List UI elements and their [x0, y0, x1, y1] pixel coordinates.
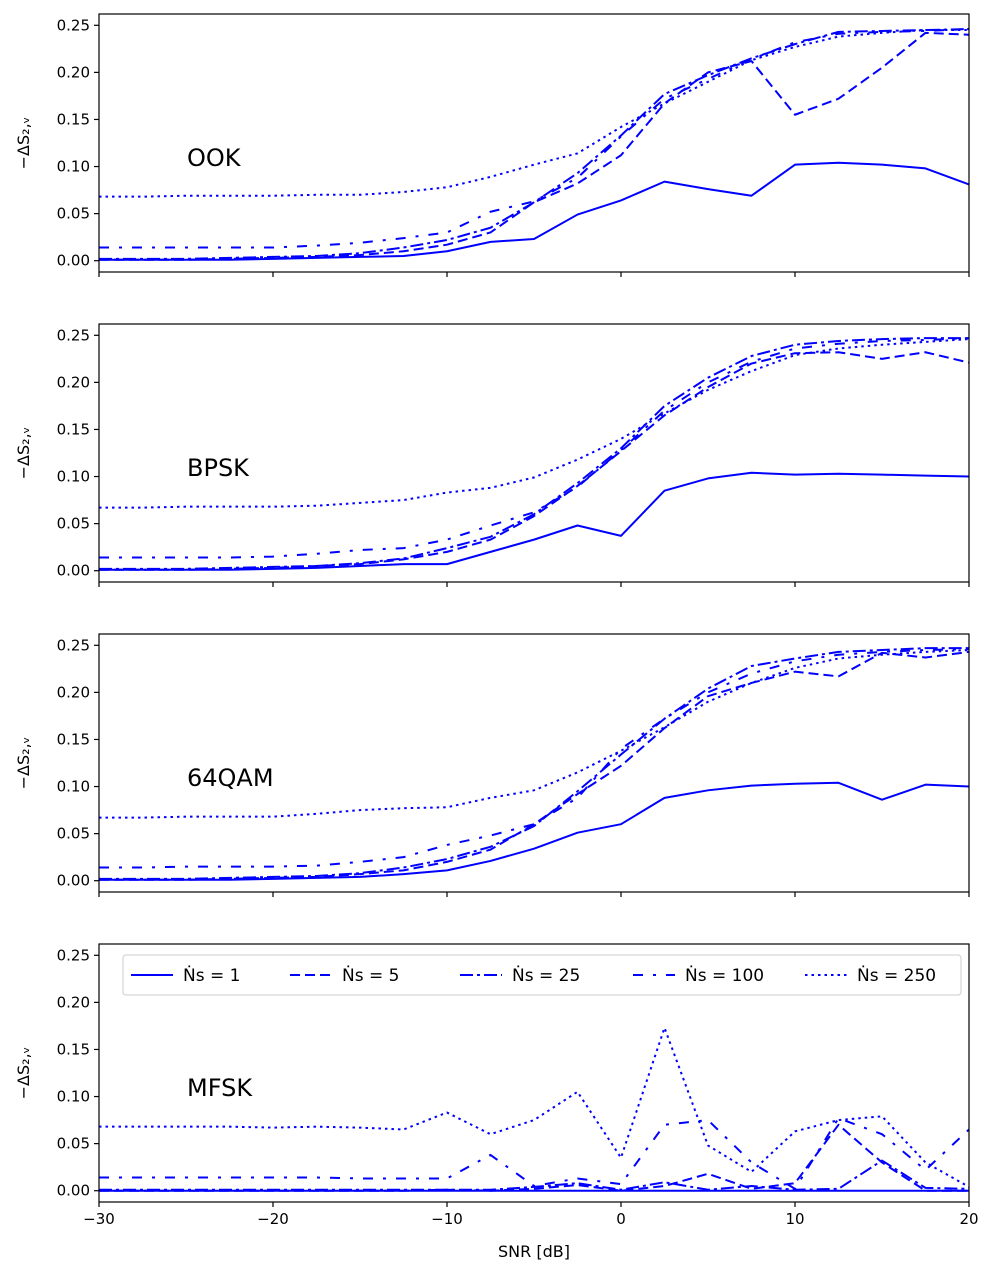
- series-line-bpsk-2: [99, 351, 970, 571]
- y-tick-label: 0.05: [57, 825, 90, 843]
- legend-label: Ṅs = 250: [857, 965, 936, 986]
- y-tick-label: 0.20: [57, 993, 90, 1011]
- legend-label: Ṅs = 25: [512, 965, 580, 986]
- series-line-ook-4: [99, 28, 970, 249]
- legend-label: Ṅs = 1: [183, 965, 240, 986]
- y-tick-label: 0.05: [57, 515, 90, 533]
- y-tick-label: 0.10: [57, 1088, 90, 1106]
- series-line-64qam-3: [99, 647, 969, 880]
- y-tick-label: 0.20: [57, 373, 90, 391]
- series-line-64qam-4: [99, 648, 970, 869]
- series-line-ook-1: [99, 161, 970, 261]
- series-line-bpsk-1: [99, 471, 970, 571]
- x-tick-label: −30: [83, 1210, 115, 1228]
- series-line-ook-5: [99, 29, 969, 198]
- y-tick-label: 0.00: [57, 562, 90, 580]
- series-line-mfsk-4: [99, 1117, 970, 1190]
- y-axis-label: −ΔS₂,ᵥ: [14, 1047, 33, 1100]
- series-line-ook-3: [99, 28, 970, 260]
- axes-frame-mfsk: [98, 943, 970, 1203]
- legend-box: [122, 954, 962, 996]
- x-tick-label: 10: [785, 1210, 804, 1228]
- series-line-bpsk-3: [99, 337, 969, 570]
- y-tick-label: 0.25: [57, 946, 90, 964]
- series-line-64qam-1: [99, 781, 970, 881]
- y-tick-label: 0.00: [57, 1182, 90, 1200]
- y-tick-label: 0.15: [57, 110, 90, 128]
- panel-label-ook: OOK: [187, 144, 242, 172]
- legend-label: Ṅs = 5: [342, 965, 399, 986]
- y-axis-label: −ΔS₂,ᵥ: [14, 117, 33, 170]
- y-tick-label: 0.05: [57, 1135, 90, 1153]
- y-tick-label: 0.00: [57, 252, 90, 270]
- axes-frame-bpsk: [98, 323, 970, 583]
- y-tick-label: 0.10: [57, 778, 90, 796]
- y-tick-label: 0.10: [57, 468, 90, 486]
- panel-label-bpsk: BPSK: [187, 454, 250, 482]
- axes-frame-64qam: [98, 633, 970, 893]
- x-tick-label: −10: [431, 1210, 463, 1228]
- x-tick-label: 0: [616, 1210, 626, 1228]
- y-tick-label: 0.15: [57, 1040, 90, 1058]
- y-tick-label: 0.15: [57, 420, 90, 438]
- y-tick-label: 0.20: [57, 683, 90, 701]
- series-line-mfsk-2: [99, 1123, 969, 1192]
- y-axis-label: −ΔS₂,ᵥ: [14, 427, 33, 480]
- y-tick-label: 0.10: [57, 158, 90, 176]
- axes-frame-ook: [98, 13, 970, 273]
- y-tick-label: 0.00: [57, 872, 90, 890]
- series-line-ook-2: [99, 31, 970, 261]
- series-line-bpsk-5: [99, 338, 970, 509]
- y-tick-label: 0.20: [57, 63, 90, 81]
- y-tick-label: 0.25: [57, 326, 90, 344]
- series-line-bpsk-4: [99, 337, 970, 559]
- y-tick-label: 0.25: [57, 636, 90, 654]
- x-tick-label: 20: [959, 1210, 978, 1228]
- y-tick-label: 0.25: [57, 16, 90, 34]
- legend-label: Ṅs = 100: [685, 965, 764, 986]
- panel-label-mfsk: MFSK: [187, 1074, 253, 1102]
- series-line-64qam-5: [99, 649, 970, 819]
- y-tick-label: 0.05: [57, 205, 90, 223]
- x-axis-label: SNR [dB]: [498, 1242, 570, 1261]
- series-line-64qam-2: [99, 650, 970, 881]
- y-axis-label: −ΔS₂,ᵥ: [14, 737, 33, 790]
- panel-label-64qam: 64QAM: [187, 764, 274, 792]
- x-tick-label: −20: [257, 1210, 289, 1228]
- y-tick-label: 0.15: [57, 730, 90, 748]
- series-line-mfsk-5: [99, 1026, 970, 1188]
